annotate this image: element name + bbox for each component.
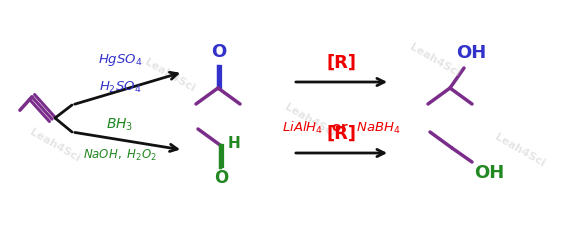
Text: Leah4Sci: Leah4Sci [28, 127, 82, 163]
Text: Leah4Sci: Leah4Sci [493, 132, 547, 168]
Text: $NaOH,\ H_2O_2$: $NaOH,\ H_2O_2$ [83, 148, 157, 163]
Text: $LiAlH_4$  or  $NaBH_4$: $LiAlH_4$ or $NaBH_4$ [282, 120, 400, 136]
Text: [R]: [R] [326, 54, 356, 72]
Text: OH: OH [456, 44, 486, 62]
Text: $BH_3$: $BH_3$ [106, 117, 134, 133]
Text: $HgSO_4$: $HgSO_4$ [98, 52, 143, 68]
Text: OH: OH [474, 164, 504, 182]
Text: Leah4Sci: Leah4Sci [283, 102, 337, 138]
Text: [R]: [R] [326, 125, 356, 143]
Text: H: H [228, 135, 241, 151]
Text: O: O [214, 169, 228, 187]
Text: $H_2SO_4$: $H_2SO_4$ [99, 80, 141, 95]
Text: Leah4Sci: Leah4Sci [143, 57, 197, 93]
Text: O: O [211, 43, 227, 61]
Text: Leah4Sci: Leah4Sci [408, 42, 462, 78]
